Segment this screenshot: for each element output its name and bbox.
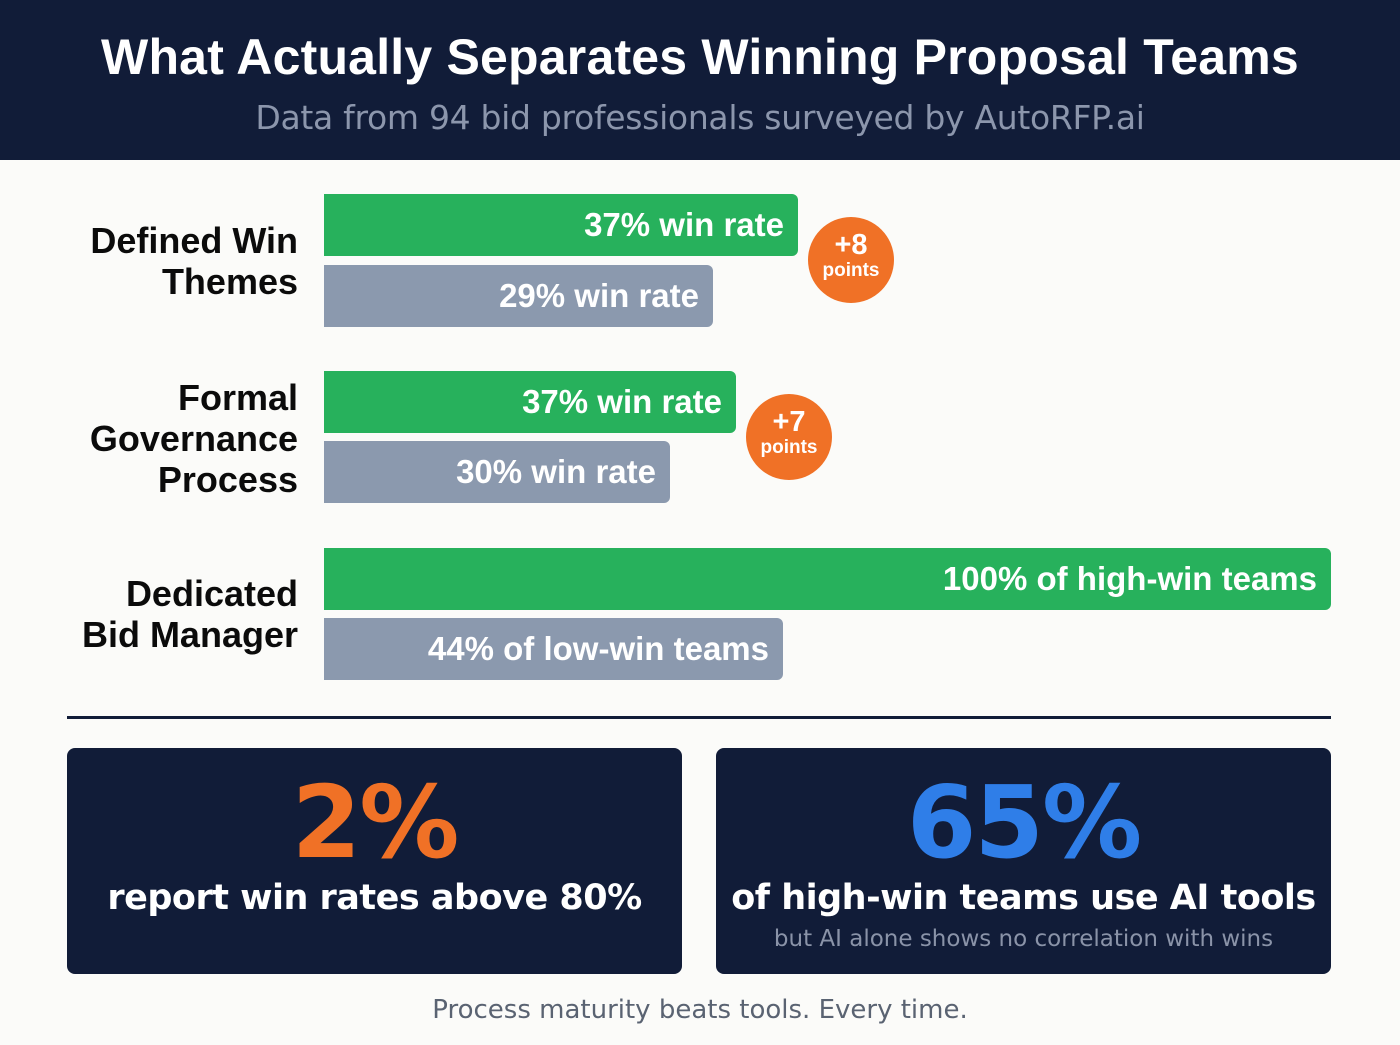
footer-tagline: Process maturity beats tools. Every time…	[432, 995, 968, 1025]
header: What Actually Separates Winning Proposal…	[0, 0, 1400, 160]
label-line: Process	[157, 459, 298, 500]
stat-card-win-rates: 2% report win rates above 80%	[67, 748, 682, 974]
stat-text: report win rates above 80%	[107, 878, 642, 918]
stat-value: 2%	[291, 764, 460, 881]
group-label-bid-manager: Dedicated Bid Manager	[82, 573, 298, 655]
bar-bid-manager-high: 100% of high-win teams	[324, 548, 1331, 610]
bar-governance-high: 37% win rate	[324, 371, 736, 433]
badge-number: +8	[834, 229, 868, 261]
group-label-governance: Formal Governance Process	[90, 377, 298, 500]
page-title: What Actually Separates Winning Proposal…	[101, 29, 1299, 85]
bar-governance-low: 30% win rate	[324, 441, 670, 503]
label-line: Formal	[177, 377, 298, 418]
stat-note: but AI alone shows no correlation with w…	[773, 926, 1274, 952]
label-line: Defined Win	[90, 220, 298, 261]
stat-card-ai-tools: 65% of high-win teams use AI tools but A…	[716, 748, 1331, 974]
bar-win-themes-low: 29% win rate	[324, 265, 713, 327]
label-line: Bid Manager	[81, 614, 298, 655]
label-line: Governance	[89, 418, 298, 459]
delta-badge-win-themes: +8 points	[808, 217, 894, 303]
section-divider	[67, 716, 1331, 719]
badge-unit: points	[760, 437, 818, 458]
page-subtitle: Data from 94 bid professionals surveyed …	[255, 98, 1145, 137]
delta-badge-governance: +7 points	[746, 394, 832, 480]
badge-number: +7	[772, 406, 806, 438]
bar-bid-manager-low: 44% of low-win teams	[324, 618, 783, 680]
stat-value: 65%	[906, 764, 1142, 881]
label-line: Dedicated	[125, 573, 298, 614]
bar-win-themes-high: 37% win rate	[324, 194, 798, 256]
group-label-win-themes: Defined Win Themes	[90, 220, 298, 302]
stat-text: of high-win teams use AI tools	[731, 878, 1316, 918]
label-line: Themes	[161, 261, 298, 302]
badge-unit: points	[822, 260, 880, 281]
